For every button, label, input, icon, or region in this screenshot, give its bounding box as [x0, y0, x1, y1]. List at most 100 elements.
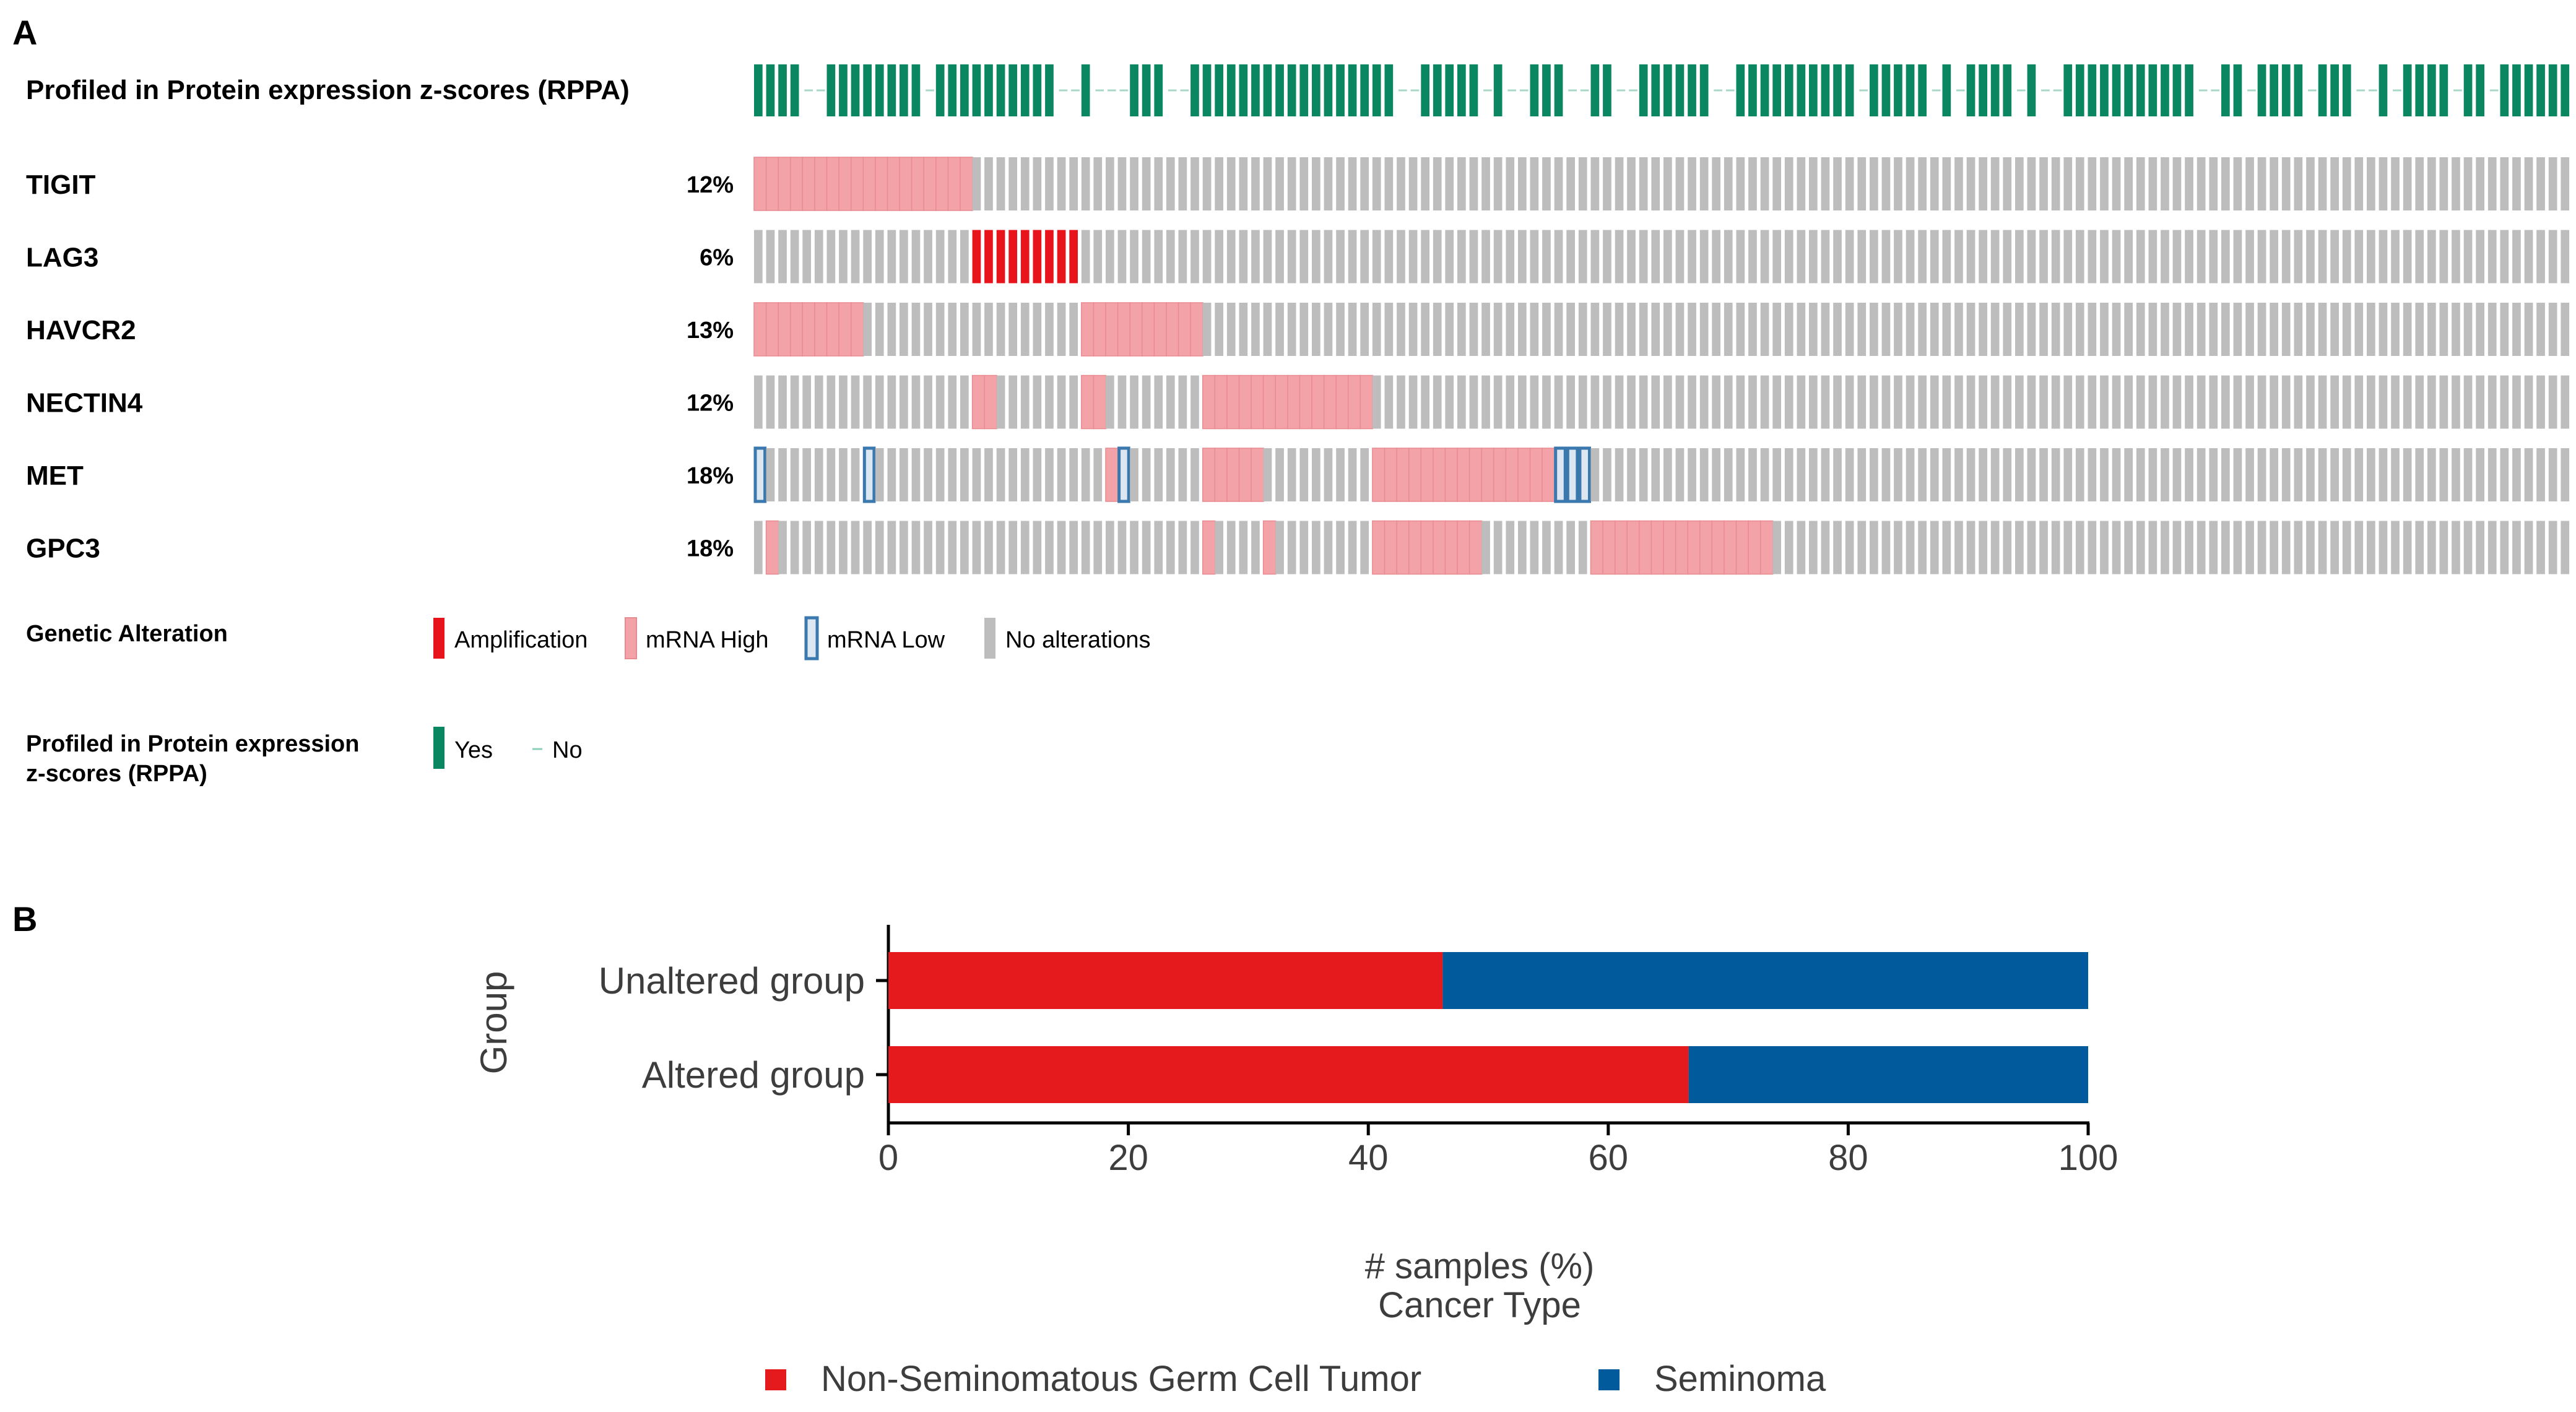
- cell-no-alteration: [972, 157, 981, 210]
- cell-no-alteration: [2015, 448, 2024, 501]
- cell-no-alteration: [2100, 521, 2109, 574]
- cell-no-alteration: [2512, 303, 2521, 356]
- cell-no-alteration: [1020, 448, 1030, 501]
- chart-legend: Non-Seminomatous Germ Cell Tumor Seminom…: [765, 1359, 1826, 1399]
- cell-no-alteration: [875, 521, 884, 574]
- cell-no-alteration: [1226, 303, 1236, 356]
- cell-no-alteration: [2075, 521, 2084, 574]
- cell-no-alteration: [2342, 303, 2351, 356]
- cell-no-alteration: [2476, 448, 2484, 501]
- stacked-bar-chart: Unaltered group Altered group 0 20 40 60 80 100: [599, 925, 2118, 1178]
- cell-no-alteration: [1457, 230, 1466, 284]
- cell-no-alteration: [1990, 375, 2000, 429]
- cell-no-alteration: [754, 521, 763, 574]
- cell-mrna-high: [1177, 302, 1192, 357]
- cell-no-alteration: [2536, 230, 2545, 284]
- cell-no-alteration: [935, 303, 945, 356]
- cell-no-alteration: [1372, 303, 1381, 356]
- x-tick-label: 20: [1108, 1138, 1148, 1178]
- cell-no-alteration: [839, 230, 848, 284]
- cell-no-alteration: [2439, 230, 2448, 284]
- cell-no-alteration: [1772, 303, 1781, 356]
- cell-no-alteration: [2561, 230, 2570, 284]
- y-tick-label: Altered group: [642, 1054, 865, 1096]
- cell-no-alteration: [1918, 157, 1927, 210]
- legend-profiled-title-line1: Profiled in Protein expression: [26, 731, 359, 757]
- profiled-cell: [1421, 64, 1429, 116]
- cell-no-alteration: [1699, 157, 1709, 210]
- cell-no-alteration: [1069, 448, 1078, 501]
- cell-no-alteration: [1651, 230, 1660, 284]
- cell-no-alteration: [2330, 230, 2339, 284]
- cell-mrna-high: [1687, 520, 1701, 575]
- cell-mrna-high: [1735, 520, 1750, 575]
- cell-no-alteration: [1772, 448, 1781, 501]
- cell-no-alteration: [1954, 230, 1963, 284]
- cell-no-alteration: [935, 375, 945, 429]
- cell-mrna-high: [1262, 520, 1277, 575]
- cell-no-alteration: [2342, 230, 2351, 284]
- cell-no-alteration: [2172, 375, 2182, 429]
- cell-no-alteration: [2088, 303, 2097, 356]
- gene-label: NECTIN4: [26, 388, 143, 418]
- cell-no-alteration: [2512, 375, 2521, 429]
- cell-no-alteration: [1530, 521, 1539, 574]
- cell-mrna-high: [1372, 520, 1386, 575]
- cell-no-alteration: [2124, 157, 2133, 210]
- cell-no-alteration: [1117, 521, 1127, 574]
- profiled-cell: [1190, 64, 1199, 116]
- cell-mrna-high: [1166, 302, 1179, 357]
- cell-no-alteration: [2209, 448, 2218, 501]
- cell-mrna-high: [790, 302, 804, 357]
- cell-no-alteration: [2330, 521, 2339, 574]
- cell-no-alteration: [1360, 521, 1369, 574]
- cell-mrna-high: [971, 375, 986, 430]
- cell-no-alteration: [2354, 230, 2364, 284]
- cell-no-alteration: [851, 521, 860, 574]
- cell-no-alteration: [2257, 375, 2266, 429]
- cell-no-alteration: [984, 448, 993, 501]
- cell-no-alteration: [1603, 230, 1611, 284]
- cell-no-alteration: [1942, 521, 1951, 574]
- cell-mrna-high: [1444, 448, 1459, 502]
- cell-no-alteration: [2100, 303, 2109, 356]
- cell-no-alteration: [1942, 230, 1951, 284]
- cell-no-alteration: [2463, 521, 2473, 574]
- cell-no-alteration: [2281, 230, 2291, 284]
- cell-no-alteration: [1408, 303, 1418, 356]
- cell-no-alteration: [2294, 303, 2303, 356]
- cell-no-alteration: [2439, 375, 2448, 429]
- cell-mrna-high: [1214, 448, 1228, 502]
- cell-no-alteration: [1154, 375, 1163, 429]
- profiled-cell: [2524, 64, 2533, 116]
- cell-no-alteration: [851, 375, 860, 429]
- profiled-cell: [2221, 64, 2230, 116]
- cell-mrna-high: [1238, 448, 1252, 502]
- profiled-cell: [1809, 64, 1818, 116]
- cell-no-alteration: [887, 448, 896, 501]
- cell-no-alteration: [1881, 448, 1891, 501]
- cell-no-alteration: [1408, 375, 1418, 429]
- cell-mrna-high: [1347, 375, 1361, 430]
- cell-mrna-high: [1529, 448, 1543, 502]
- cell-no-alteration: [1906, 157, 1915, 210]
- cell-no-alteration: [960, 375, 969, 429]
- cell-no-alteration: [1166, 230, 1175, 284]
- cell-no-alteration: [2427, 230, 2436, 284]
- cell-no-alteration: [1930, 303, 1939, 356]
- cell-no-alteration: [1578, 157, 1587, 210]
- cell-no-alteration: [875, 230, 884, 284]
- cell-no-alteration: [1263, 448, 1272, 501]
- cell-mrna-high: [765, 520, 779, 575]
- cell-no-alteration: [2391, 521, 2400, 574]
- cell-no-alteration: [1506, 521, 1515, 574]
- cell-mrna-high: [1190, 302, 1203, 357]
- cell-no-alteration: [960, 230, 969, 284]
- cell-no-alteration: [1918, 230, 1927, 284]
- profiled-cell: [790, 64, 799, 116]
- cell-no-alteration: [1445, 230, 1454, 284]
- cell-no-alteration: [2500, 521, 2509, 574]
- cell-mrna-high: [1129, 302, 1143, 357]
- profiled-cell: [900, 64, 908, 116]
- profiled-cell: [1336, 64, 1345, 116]
